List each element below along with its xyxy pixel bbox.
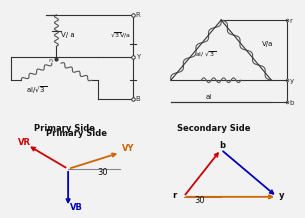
Text: VR: VR [18,138,31,147]
Text: $\sqrt{3}$V/a: $\sqrt{3}$V/a [110,30,131,39]
Text: Y: Y [136,54,140,60]
Text: B: B [136,96,141,102]
Text: n: n [49,58,53,63]
Text: VY: VY [122,144,134,153]
Text: al/$\sqrt{3}$: al/$\sqrt{3}$ [26,85,47,96]
Text: r: r [172,191,177,200]
Text: al: al [206,94,212,100]
Text: Primary Side: Primary Side [46,129,107,138]
Text: r: r [290,18,292,24]
Text: b: b [290,100,294,106]
Text: V/a: V/a [262,41,274,47]
Text: al/ $\sqrt{3}$: al/ $\sqrt{3}$ [195,50,216,59]
Text: y: y [290,78,294,84]
Text: b: b [219,141,225,150]
Text: V/ a: V/ a [61,32,75,38]
Text: VB: VB [70,203,83,212]
Text: Secondary Side: Secondary Side [177,124,250,133]
Text: y: y [279,191,284,200]
Text: Primary Side: Primary Side [34,124,95,133]
Text: R: R [136,12,141,19]
Text: 30: 30 [195,196,205,205]
Text: 30: 30 [97,169,108,177]
